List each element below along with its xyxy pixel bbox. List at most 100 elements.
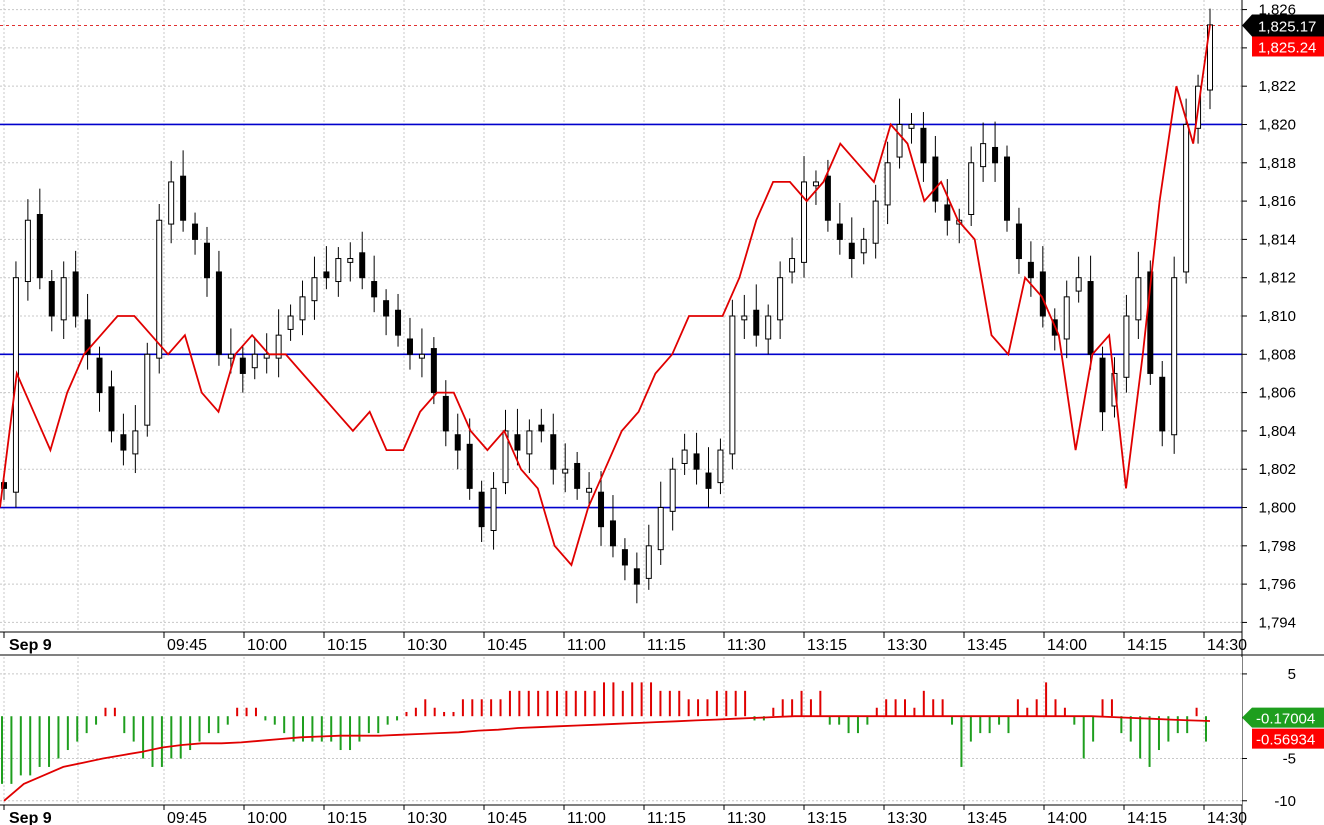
- oscillator-plot-area[interactable]: [0, 657, 1242, 805]
- candle-body[interactable]: [1027, 261, 1034, 279]
- candle-body[interactable]: [645, 545, 652, 579]
- candle-body[interactable]: [144, 353, 151, 426]
- candle-body[interactable]: [168, 181, 175, 225]
- candle-body[interactable]: [777, 277, 784, 321]
- candle-body[interactable]: [598, 491, 605, 528]
- candle-body[interactable]: [96, 357, 103, 394]
- candle-body[interactable]: [693, 453, 700, 470]
- candle-body[interactable]: [1075, 277, 1082, 292]
- candle-body[interactable]: [1063, 296, 1070, 340]
- candle-body[interactable]: [1039, 271, 1046, 317]
- candle-body[interactable]: [550, 434, 557, 470]
- candle-body[interactable]: [574, 462, 581, 489]
- candle-body[interactable]: [299, 296, 306, 321]
- candle-body[interactable]: [681, 449, 688, 464]
- candle-body[interactable]: [1015, 223, 1022, 260]
- candle-body[interactable]: [1087, 281, 1094, 355]
- candle-body[interactable]: [454, 434, 461, 451]
- candle-body[interactable]: [538, 424, 545, 432]
- candle-body[interactable]: [502, 430, 509, 484]
- candle-body[interactable]: [323, 271, 330, 279]
- candle-body[interactable]: [633, 568, 640, 585]
- candle-body[interactable]: [908, 123, 915, 129]
- candle-body[interactable]: [406, 338, 413, 355]
- price-panel[interactable]: [0, 0, 1242, 632]
- candle-body[interactable]: [215, 271, 222, 355]
- moving-average-line[interactable]: [0, 24, 1211, 567]
- candle-body[interactable]: [801, 181, 808, 263]
- candle-body[interactable]: [789, 258, 796, 273]
- candle-body[interactable]: [430, 348, 437, 394]
- candle-body[interactable]: [1171, 277, 1178, 436]
- candle-body[interactable]: [1159, 376, 1166, 432]
- candle-body[interactable]: [156, 219, 163, 359]
- candle-body[interactable]: [1123, 315, 1130, 378]
- candle-body[interactable]: [621, 549, 628, 566]
- candle-body[interactable]: [108, 386, 115, 432]
- candle-body[interactable]: [72, 271, 79, 317]
- candle-body[interactable]: [514, 434, 521, 451]
- candle-body[interactable]: [836, 223, 843, 240]
- candle-body[interactable]: [884, 162, 891, 206]
- candle-body[interactable]: [239, 357, 246, 374]
- candle-body[interactable]: [263, 353, 270, 359]
- signal-line[interactable]: [3, 715, 1211, 802]
- candle-body[interactable]: [335, 258, 342, 283]
- candle-body[interactable]: [824, 175, 831, 221]
- candle-body[interactable]: [1004, 156, 1011, 221]
- candle-body[interactable]: [466, 443, 473, 489]
- candle-body[interactable]: [287, 315, 294, 330]
- candle-body[interactable]: [311, 277, 318, 302]
- candle-body[interactable]: [729, 315, 736, 455]
- candle-body[interactable]: [669, 468, 676, 512]
- candle-body[interactable]: [609, 520, 616, 547]
- candle-body[interactable]: [944, 204, 951, 221]
- candle-body[interactable]: [860, 238, 867, 254]
- candle-body[interactable]: [812, 181, 819, 187]
- candle-body[interactable]: [36, 213, 43, 279]
- candle-body[interactable]: [371, 281, 378, 298]
- candle-body[interactable]: [1135, 277, 1142, 321]
- candle-body[interactable]: [920, 127, 927, 164]
- candle-body[interactable]: [490, 487, 497, 531]
- candle-body[interactable]: [992, 146, 999, 164]
- candle-body[interactable]: [526, 430, 533, 455]
- candle-body[interactable]: [203, 242, 210, 279]
- candle-body[interactable]: [705, 472, 712, 489]
- candle-body[interactable]: [227, 353, 234, 359]
- candle-body[interactable]: [442, 395, 449, 432]
- oscillator-panel[interactable]: [0, 657, 1242, 805]
- candle-body[interactable]: [932, 156, 939, 202]
- candle-body[interactable]: [251, 353, 258, 369]
- candle-body[interactable]: [872, 200, 879, 244]
- candle-body[interactable]: [1099, 357, 1106, 413]
- candle-body[interactable]: [968, 162, 975, 215]
- candle-body[interactable]: [60, 277, 67, 321]
- candle-body[interactable]: [120, 434, 127, 451]
- candle-body[interactable]: [395, 309, 402, 336]
- candle-body[interactable]: [347, 258, 354, 263]
- candle-body[interactable]: [84, 319, 91, 355]
- candle-body[interactable]: [765, 315, 772, 340]
- candle-body[interactable]: [24, 219, 31, 283]
- candle-body[interactable]: [1183, 123, 1190, 273]
- candle-body[interactable]: [180, 175, 187, 221]
- candle-body[interactable]: [132, 430, 139, 455]
- candle-body[interactable]: [848, 242, 855, 260]
- candle-body[interactable]: [753, 309, 760, 336]
- candle-body[interactable]: [275, 334, 282, 359]
- candle-body[interactable]: [359, 252, 366, 279]
- candle-body[interactable]: [896, 123, 903, 158]
- candle-body[interactable]: [1147, 271, 1154, 374]
- candle-body[interactable]: [980, 143, 987, 168]
- candle-body[interactable]: [1207, 24, 1213, 91]
- candle-body[interactable]: [48, 281, 55, 317]
- candle-body[interactable]: [383, 300, 390, 317]
- candle-body[interactable]: [478, 491, 485, 528]
- candle-body[interactable]: [192, 223, 199, 240]
- candle-body[interactable]: [657, 507, 664, 551]
- candle-body[interactable]: [562, 468, 569, 474]
- candle-body[interactable]: [741, 315, 748, 321]
- candle-body[interactable]: [586, 487, 593, 493]
